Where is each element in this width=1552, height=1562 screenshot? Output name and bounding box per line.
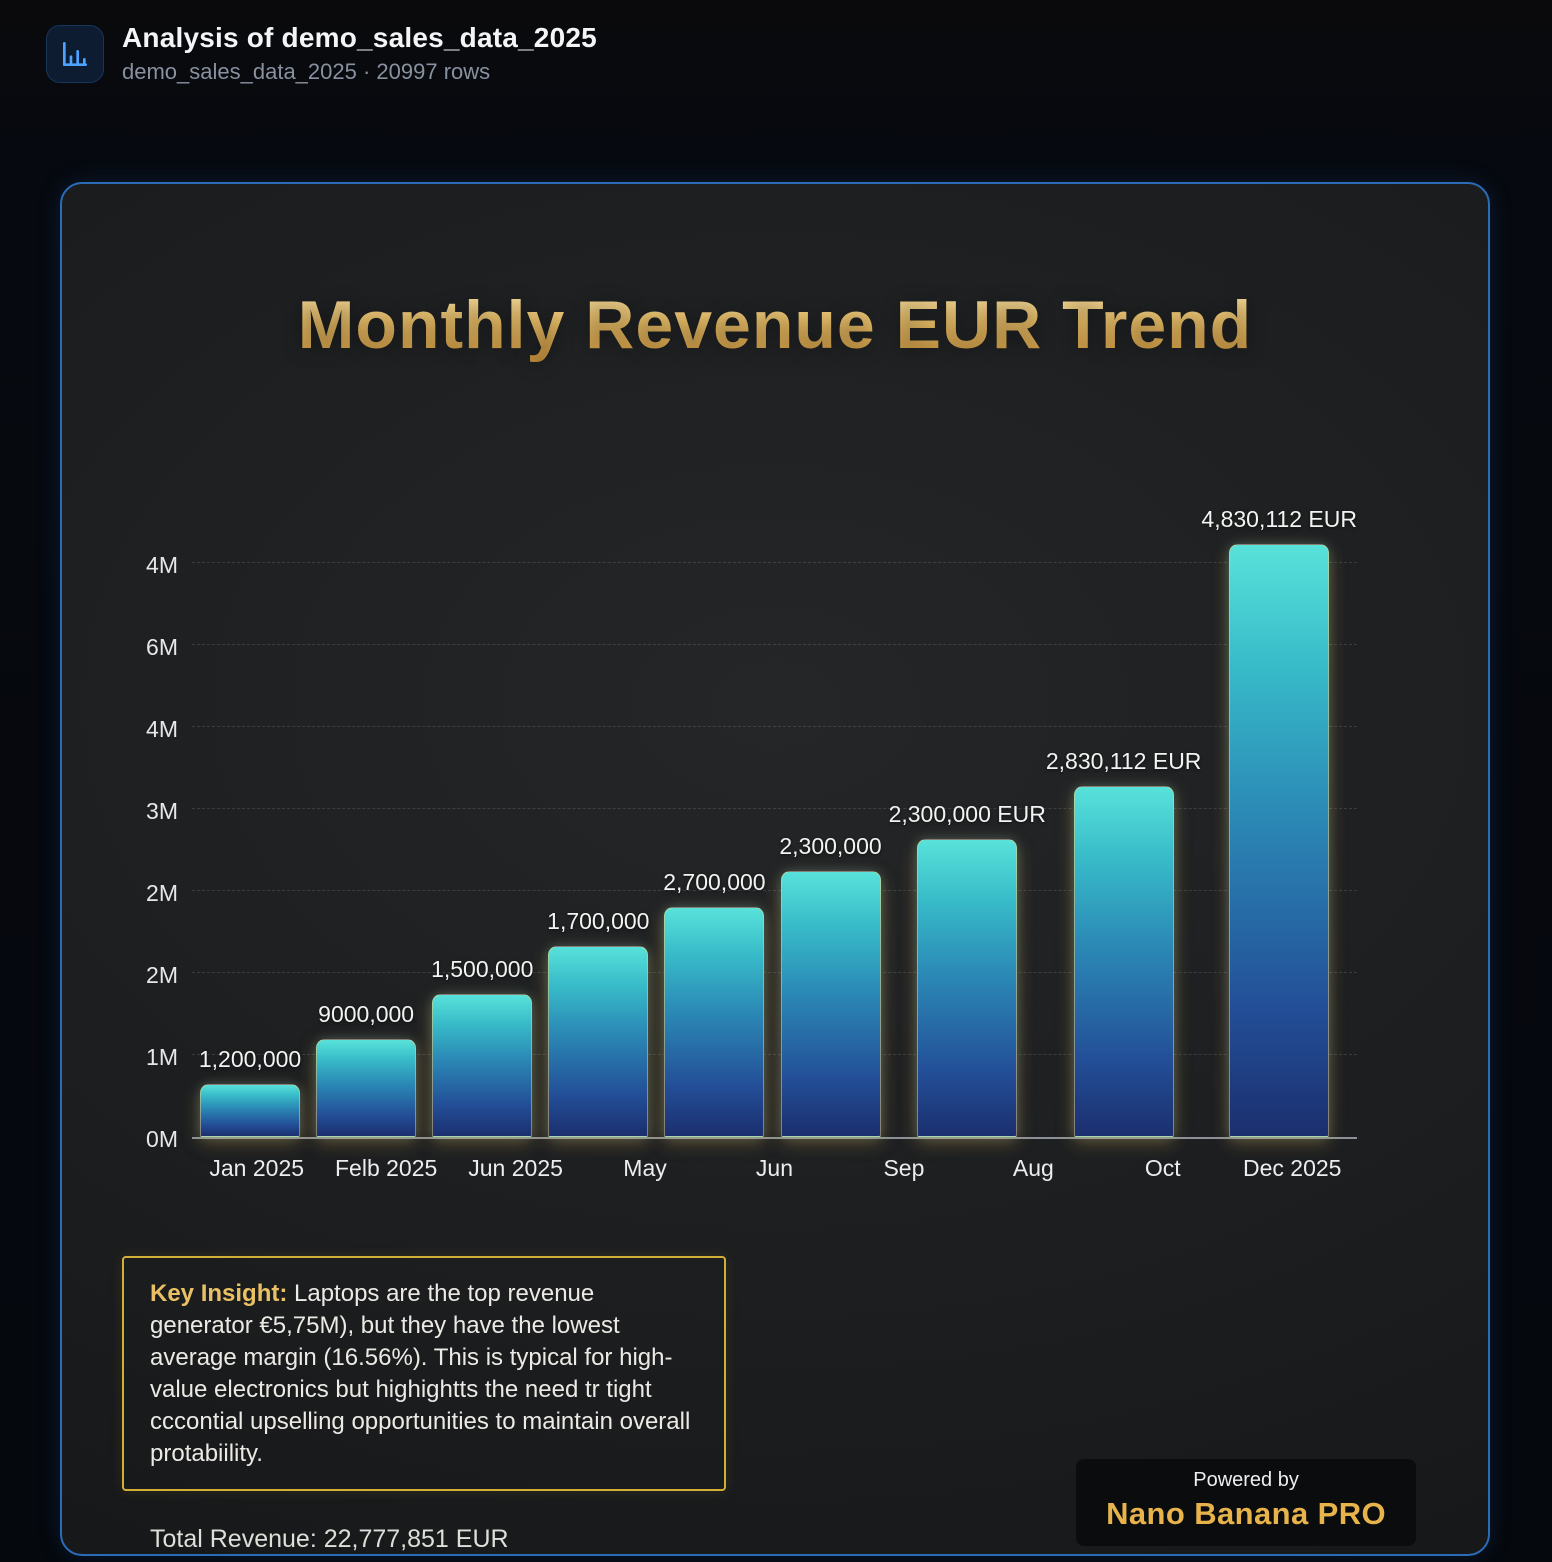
x-axis-label: Jan 2025 <box>209 1155 305 1181</box>
bar-column: 1,700,000 <box>540 506 656 1137</box>
x-axis-label: May <box>623 1155 667 1181</box>
y-axis-tick-label: 3M <box>146 798 178 824</box>
bar-value-label: 2,300,000 EUR <box>888 800 1046 827</box>
y-axis-tick-label: 1M <box>146 1044 178 1070</box>
bar <box>548 946 649 1137</box>
bar-column: 9000,000 <box>308 506 424 1137</box>
bar <box>432 993 533 1137</box>
powered-by-badge: Powered by Nano Banana PRO <box>1076 1459 1416 1546</box>
bar-column: 2,300,000 <box>772 506 888 1137</box>
x-axis-label: Aug <box>1012 1155 1054 1181</box>
bar-column: 2,830,112 EUR <box>1045 506 1202 1137</box>
gridline <box>192 726 1357 727</box>
bar <box>316 1038 417 1137</box>
bar-value-label: 2,830,112 EUR <box>1045 747 1202 774</box>
app-header: Analysis of demo_sales_data_2025 demo_sa… <box>0 0 1552 85</box>
key-insight-box: Key Insight: Laptops are the top revenue… <box>122 1256 726 1492</box>
gridline <box>192 808 1357 809</box>
bar-column: 2,700,000 <box>656 506 772 1137</box>
dataset-subtitle: demo_sales_data_2025 · 20997 rows <box>122 59 491 84</box>
bar-chart-icon <box>46 24 104 83</box>
y-axis-tick-label: 6M <box>146 634 178 660</box>
page-title: Analysis of demo_sales_data_2025 <box>122 22 597 53</box>
brand-name: Nano Banana PRO <box>1106 1496 1386 1531</box>
x-axis-label: Oct <box>1144 1155 1181 1181</box>
bar <box>1073 785 1174 1137</box>
y-axis-tick-label: 2M <box>146 880 178 906</box>
gridline <box>192 1054 1357 1055</box>
y-axis-tick-label: 4M <box>146 552 178 578</box>
powered-by-label: Powered by <box>1193 1469 1299 1491</box>
x-axis-label: Sep <box>883 1155 925 1181</box>
x-axis-label: Dec 2025 <box>1242 1155 1342 1181</box>
bar <box>917 838 1018 1137</box>
bar-value-label: 2,700,000 <box>663 868 766 895</box>
bar <box>1229 544 1330 1137</box>
gridline <box>192 562 1357 563</box>
bar-column: 1,200,000 <box>192 506 308 1137</box>
bar-value-label: 1,700,000 <box>547 908 650 935</box>
bar-value-label: 4,830,112 EUR <box>1201 506 1357 532</box>
bar-column: 4,830,112 EUR <box>1201 506 1357 1137</box>
y-axis: 0M 1M 2M 2M 3M 4M 6M 4M <box>132 506 192 1151</box>
bar <box>200 1084 301 1137</box>
key-insight-text: Laptops are the top revenue generator €5… <box>150 1280 691 1467</box>
plot-area: 1,200,000 9000,000 1,500,000 1,700,000 2,700… <box>192 506 1357 1139</box>
bar-column: 2,300,000 EUR <box>889 506 1046 1137</box>
bars-row: 1,200,000 9000,000 1,500,000 1,700,000 2,700… <box>192 506 1357 1137</box>
gridline <box>192 972 1357 973</box>
y-axis-tick-label: 4M <box>146 716 178 742</box>
total-revenue: Total Revenue: 22,777,851 EUR <box>150 1525 509 1554</box>
y-axis-tick-label: 2M <box>146 962 178 988</box>
x-axis-label: Jun 2025 <box>468 1155 563 1181</box>
bar-column: 1,500,000 <box>424 506 540 1137</box>
x-axis: Jan 2025 Felb 2025 Jun 2025 May Jun Sep Aug Oct… <box>192 1155 1357 1182</box>
bar-chart: 0M 1M 2M 2M 3M 4M 6M 4M 1,200,000 9000,000 1,500,… <box>132 506 1488 1151</box>
bar-value-label: 2,300,000 <box>779 833 882 860</box>
bar-value-label: 9000,000 <box>318 1000 415 1027</box>
chart-title: Monthly Revenue EUR Trend <box>62 286 1488 364</box>
x-axis-label: Felb 2025 <box>335 1155 438 1181</box>
gridline <box>192 644 1357 645</box>
bar-value-label: 1,500,000 <box>431 955 534 982</box>
bar <box>664 906 765 1137</box>
bar <box>780 871 881 1137</box>
chart-card: Monthly Revenue EUR Trend 0M 1M 2M 2M 3M 4M 6M… <box>60 182 1490 1556</box>
x-axis-label: Jun <box>755 1155 794 1181</box>
key-insight-label: Key Insight: <box>150 1280 288 1307</box>
gridline <box>192 890 1357 891</box>
bar-value-label: 1,200,000 <box>198 1046 302 1072</box>
y-axis-tick-label: 0M <box>146 1126 178 1152</box>
